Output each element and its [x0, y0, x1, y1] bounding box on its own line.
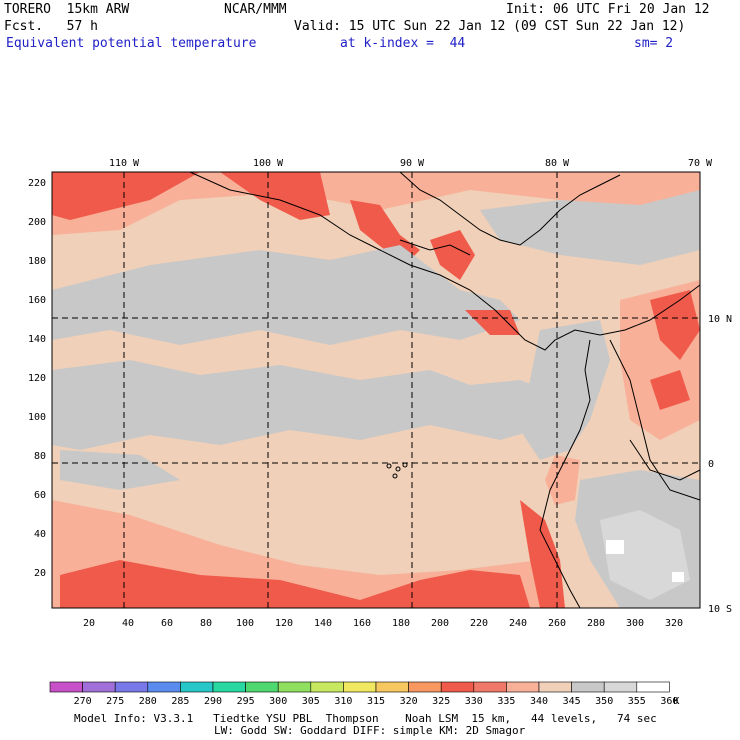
color-bar-label: 285 — [171, 696, 189, 707]
y-tick: 220 — [28, 178, 46, 189]
lat-label: 10 N — [708, 314, 732, 325]
x-tick: 20 — [83, 618, 95, 629]
model-info-line1: Model Info: V3.3.1 Tiedtke YSU PBL Thomp… — [74, 712, 657, 725]
lon-label: 110 W — [109, 158, 140, 169]
color-bar-swatch — [538, 681, 572, 693]
color-bar-label: 320 — [400, 696, 418, 707]
x-tick: 40 — [122, 618, 134, 629]
color-bar-unit: K — [673, 696, 679, 707]
x-tick: 200 — [431, 618, 449, 629]
color-bar-label: 270 — [74, 696, 92, 707]
y-tick: 80 — [34, 451, 46, 462]
color-bar-swatch — [49, 681, 83, 693]
y-axis: 220 200 180 160 140 120 100 80 60 40 20 — [28, 178, 46, 579]
theta-e-field — [52, 172, 700, 608]
color-bar-swatch — [473, 681, 507, 693]
y-tick: 180 — [28, 256, 46, 267]
color-bar-label: 290 — [204, 696, 222, 707]
x-tick: 120 — [275, 618, 293, 629]
color-bar-label: 335 — [497, 696, 515, 707]
graticule — [52, 172, 700, 608]
color-bar-label: 275 — [106, 696, 124, 707]
color-bar-swatch — [82, 681, 116, 693]
lon-labels: 110 W 100 W 90 W 80 W 70 W — [109, 158, 713, 169]
color-bar-swatch — [440, 681, 475, 693]
x-tick: 300 — [626, 618, 644, 629]
lon-label: 80 W — [545, 158, 570, 169]
color-bar-swatch — [603, 681, 638, 693]
y-tick: 100 — [28, 412, 46, 423]
x-axis: 20 40 60 80 100 120 140 160 180 200 220 … — [83, 618, 683, 629]
color-bar-swatch — [343, 681, 377, 693]
y-tick: 200 — [28, 217, 46, 228]
lon-label: 70 W — [688, 158, 713, 169]
lon-label: 100 W — [253, 158, 284, 169]
color-bar-label: 305 — [302, 696, 320, 707]
color-bar-label: 310 — [334, 696, 352, 707]
color-bar-swatch — [375, 681, 409, 693]
x-tick: 180 — [392, 618, 410, 629]
smoothing-info: sm= 2 — [634, 36, 674, 51]
color-bar-swatch — [114, 681, 149, 693]
init-time: Init: 06 UTC Fri 20 Jan 12 — [506, 2, 710, 17]
y-tick: 20 — [34, 568, 46, 579]
field-name: Equivalent potential temperature — [6, 36, 257, 51]
x-tick: 80 — [200, 618, 212, 629]
color-bar-swatch — [147, 681, 181, 693]
x-tick: 280 — [587, 618, 605, 629]
x-tick: 100 — [236, 618, 254, 629]
y-tick: 120 — [28, 373, 46, 384]
color-bar-label: 350 — [595, 696, 613, 707]
x-tick: 160 — [353, 618, 371, 629]
lon-label: 90 W — [400, 158, 425, 169]
color-bar-label: 315 — [367, 696, 385, 707]
color-bar: 270 275 280 285 290 295 300 305 310 315 320 325 330 3… — [49, 681, 679, 707]
color-bar-swatch — [212, 681, 246, 693]
color-bar-label: 360 — [660, 696, 678, 707]
color-bar-label: 300 — [269, 696, 287, 707]
color-bar-swatch — [245, 681, 279, 693]
color-bar-swatch — [408, 681, 442, 693]
color-bar-label: 355 — [628, 696, 646, 707]
y-tick: 160 — [28, 295, 46, 306]
map-frame — [51, 171, 701, 609]
x-tick: 240 — [509, 618, 527, 629]
color-bar-label: 280 — [139, 696, 157, 707]
lat-labels: 10 N 0 10 S — [708, 314, 732, 615]
color-bar-swatch — [277, 681, 312, 693]
color-bar-swatch — [506, 681, 540, 693]
x-tick: 320 — [665, 618, 683, 629]
x-tick: 140 — [314, 618, 332, 629]
org-name: NCAR/MMM — [224, 2, 287, 17]
y-tick: 60 — [34, 490, 46, 501]
y-tick: 140 — [28, 334, 46, 345]
color-bar-label: 345 — [563, 696, 581, 707]
lat-label: 10 S — [708, 604, 732, 615]
y-tick: 40 — [34, 529, 46, 540]
color-bar-label: 325 — [432, 696, 450, 707]
lat-label: 0 — [708, 459, 714, 470]
model-info-line2: LW: Godd SW: Goddard DIFF: simple KM: 2D… — [214, 724, 526, 737]
level-info: at k-index = 44 — [340, 36, 466, 51]
forecast-hour: Fcst. 57 h — [4, 19, 98, 34]
color-bar-swatch — [310, 681, 344, 693]
x-tick: 260 — [548, 618, 566, 629]
color-bar-swatch — [636, 681, 670, 693]
color-bar-label: 295 — [237, 696, 255, 707]
color-bar-label: 340 — [530, 696, 548, 707]
x-tick: 60 — [161, 618, 173, 629]
color-bar-swatch — [180, 681, 214, 693]
color-bar-swatch — [571, 681, 605, 693]
color-bar-label: 330 — [465, 696, 483, 707]
valid-time: Valid: 15 UTC Sun 22 Jan 12 (09 CST Sun … — [294, 19, 686, 34]
x-tick: 220 — [470, 618, 488, 629]
model-name: TORERO 15km ARW — [4, 2, 130, 17]
